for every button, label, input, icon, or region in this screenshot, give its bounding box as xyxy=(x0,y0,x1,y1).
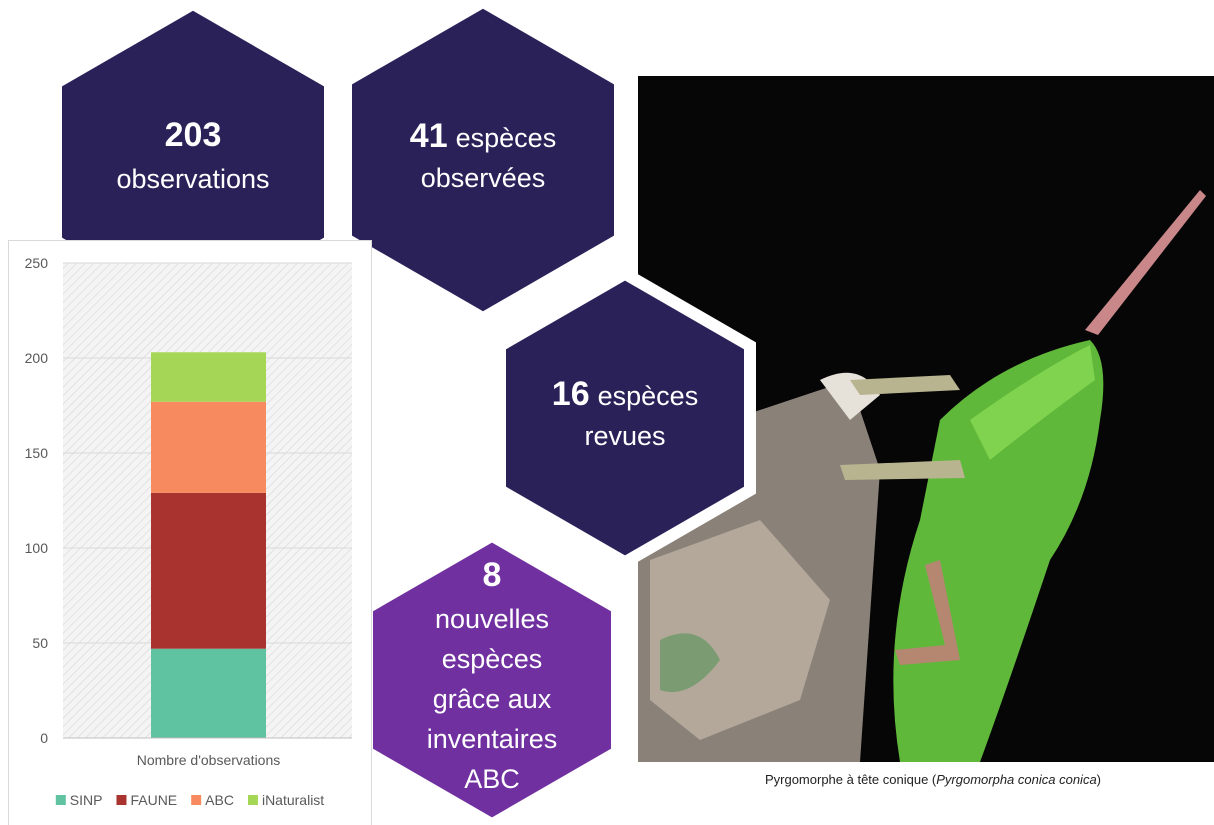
hexagon-line: espèces xyxy=(442,644,543,674)
hexagon-line: observées xyxy=(421,163,546,193)
hexagon xyxy=(494,266,756,570)
hexagons: 203 observations 41 espèces observées xyxy=(62,8,614,314)
x-tick-label: Nombre d'observations xyxy=(137,752,281,768)
legend-item: iNaturalist xyxy=(247,792,324,808)
legend-label: FAUNE xyxy=(130,792,177,808)
legend-swatch xyxy=(55,795,66,805)
legend-label: SINP xyxy=(70,792,103,808)
y-tick-label: 50 xyxy=(32,635,48,651)
hexagon-text: observations xyxy=(116,164,269,194)
legend-item: ABC xyxy=(191,792,234,808)
bar-segment xyxy=(151,401,266,493)
bar-segment xyxy=(151,492,266,649)
hexagon-line: 8 xyxy=(483,556,502,594)
hexagon-line: ABC xyxy=(464,764,520,794)
hexagon-number: 16 xyxy=(552,375,590,413)
hexagon-line: grâce aux xyxy=(433,684,552,714)
hexagons: 16 espèces revues 8 nouvelles espèces grâce au… xyxy=(361,266,756,825)
hexagon xyxy=(352,8,614,312)
caption-text: ) xyxy=(1097,772,1101,787)
hexagon xyxy=(62,10,324,314)
hexagon-text: nouvelles xyxy=(435,604,549,634)
hexagon-line: inventaires xyxy=(427,724,558,754)
hexagon-text: inventaires xyxy=(427,724,558,754)
hexagon-text: ABC xyxy=(464,764,520,794)
hexagon-line: revues xyxy=(584,421,665,451)
legend-swatch xyxy=(116,795,127,805)
hexagon-line: observations xyxy=(116,164,269,194)
y-tick-label: 250 xyxy=(25,255,49,271)
bar-segment xyxy=(151,352,266,402)
y-tick-label: 100 xyxy=(25,540,49,556)
hexagon-text: espèces xyxy=(598,381,699,411)
legend-swatch xyxy=(247,795,258,805)
legend-item: SINP xyxy=(55,792,103,808)
hexagon-text: revues xyxy=(584,421,665,451)
hexagon-line: 203 xyxy=(165,116,222,154)
hexagon-text: espèces xyxy=(456,123,557,153)
hexagon-number: 41 xyxy=(410,117,448,155)
legend-label: ABC xyxy=(205,792,234,808)
legend-item: FAUNE xyxy=(116,792,177,808)
y-tick-label: 150 xyxy=(25,445,49,461)
y-tick-label: 0 xyxy=(40,730,48,746)
bar-segment xyxy=(151,648,266,738)
hexagon-line: nouvelles xyxy=(435,604,549,634)
hexagon-number: 8 xyxy=(483,556,502,594)
hexagon-text: grâce aux xyxy=(433,684,552,714)
caption-text: Pyrgomorphe à tête conique ( xyxy=(765,772,937,787)
hexagon-line: 16 espèces xyxy=(552,375,698,413)
chart: 0 50 100 150 200 250 Nombre d'observations SINP… xyxy=(8,240,372,825)
hexagon-text: observées xyxy=(421,163,546,193)
hexagon-line: 41 espèces xyxy=(410,117,556,155)
y-tick-label: 200 xyxy=(25,350,49,366)
hexagon-number: 203 xyxy=(165,116,222,154)
hexagon-text: espèces xyxy=(442,644,543,674)
photo-caption: Pyrgomorphe à tête conique (Pyrgomorpha … xyxy=(765,772,1101,787)
legend-swatch xyxy=(191,795,202,805)
caption-species: Pyrgomorpha conica conica xyxy=(936,772,1096,787)
legend-label: iNaturalist xyxy=(262,792,324,808)
